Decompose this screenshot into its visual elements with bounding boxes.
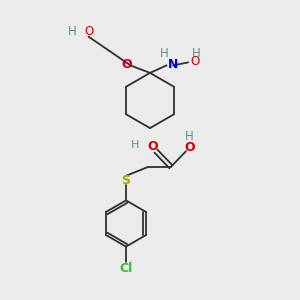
Text: H: H xyxy=(192,47,201,60)
Text: O: O xyxy=(190,55,199,68)
Text: O: O xyxy=(148,140,158,154)
Text: H: H xyxy=(160,47,169,61)
Text: O: O xyxy=(184,141,195,154)
Text: H: H xyxy=(68,25,76,38)
Text: Cl: Cl xyxy=(119,262,133,275)
Text: N: N xyxy=(168,58,178,71)
Text: O: O xyxy=(122,58,132,71)
Text: S: S xyxy=(122,173,130,187)
Text: H: H xyxy=(185,130,194,143)
Text: H: H xyxy=(131,140,139,151)
Text: O: O xyxy=(84,25,93,38)
